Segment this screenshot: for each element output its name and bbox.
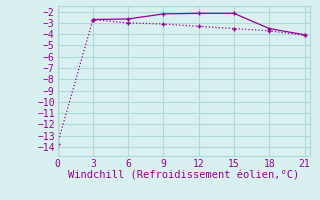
X-axis label: Windchill (Refroidissement éolien,°C): Windchill (Refroidissement éolien,°C) — [68, 170, 300, 180]
